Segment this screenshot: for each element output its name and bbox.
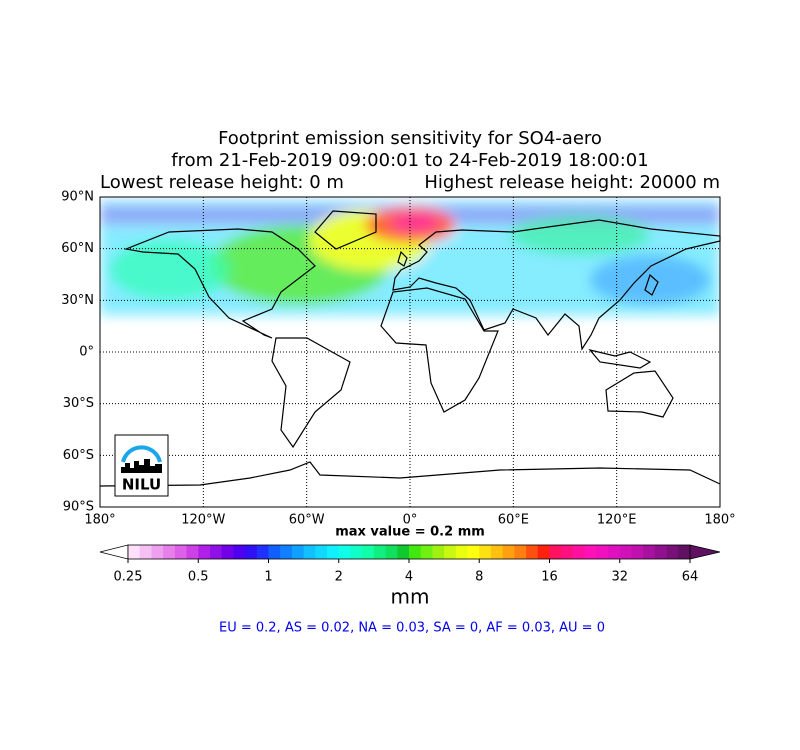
colorbar-segment	[455, 545, 469, 559]
colorbar-segment	[444, 545, 457, 559]
colorbar-segment	[479, 545, 492, 559]
colorbar-label: mm	[391, 585, 430, 609]
lat-label: 0°	[79, 345, 94, 360]
lat-label: 60°N	[61, 241, 94, 256]
colorbar-segment	[174, 545, 188, 559]
subtitle: from 21-Feb-2019 09:00:01 to 24-Feb-2019…	[171, 150, 648, 171]
colorbar-tick-label: 64	[682, 570, 699, 585]
colorbar-segment	[291, 545, 305, 559]
lon-label: 120°W	[181, 513, 225, 528]
colorbar-segment	[350, 545, 363, 559]
colorbar: 0.25 0.5 1 2 4 8 16 32 64	[99, 544, 721, 585]
colorbar-tick-label: 4	[405, 570, 413, 585]
logo-skyline	[121, 459, 162, 473]
colorbar-segment	[467, 545, 480, 559]
colorbar-segment	[654, 545, 668, 559]
colorbar-segment	[584, 545, 597, 559]
colorbar-segment	[514, 545, 527, 559]
colorbar-segment	[397, 545, 410, 559]
colorbar-segment	[666, 545, 679, 559]
colorbar-segment	[139, 545, 152, 559]
colorbar-segment	[373, 545, 387, 559]
colorbar-segment	[151, 545, 164, 559]
colorbar-segment	[678, 545, 691, 559]
colorbar-segment	[409, 545, 422, 559]
graticule	[100, 197, 720, 507]
colorbar-segment	[526, 545, 539, 559]
colorbar-tick-label: 0.5	[188, 570, 209, 585]
colorbar-segment	[619, 545, 632, 559]
colorbar-segment	[186, 545, 199, 559]
colorbar-segment	[268, 545, 281, 559]
colorbar-segment	[128, 545, 141, 559]
colorbar-segment	[233, 545, 246, 559]
colorbar-segment	[490, 545, 504, 559]
lat-label: 90°S	[63, 500, 94, 515]
colorbar-segment	[502, 545, 515, 559]
lon-label: 180°	[84, 513, 115, 528]
colorbar-segment	[549, 545, 562, 559]
colorbar-over	[689, 544, 721, 560]
lat-label: 60°S	[63, 448, 94, 463]
colorbar-segment	[385, 545, 398, 559]
logo: NILU	[114, 434, 169, 497]
coastlines	[99, 210, 721, 487]
colorbar-segment	[432, 545, 445, 559]
colorbar-tick-label: 16	[541, 570, 558, 585]
colorbar-tick-label: 2	[335, 570, 343, 585]
colorbar-segment	[163, 545, 176, 559]
colorbar-segment	[303, 545, 316, 559]
colorbar-segment	[596, 545, 609, 559]
colorbar-segment	[327, 545, 340, 559]
release-low: Lowest release height: 0 m	[100, 172, 344, 193]
colorbar-tick-label: 8	[475, 570, 483, 585]
colorbar-tick-label: 0.25	[114, 570, 143, 585]
release-high: Highest release height: 20000 m	[424, 172, 720, 193]
colorbar-tick-label: 32	[611, 570, 628, 585]
colorbar-segment	[643, 545, 656, 559]
map-frame	[99, 196, 721, 508]
lon-label: 60°E	[498, 513, 529, 528]
colorbar-segment	[338, 545, 351, 559]
colorbar-segment	[631, 545, 644, 559]
colorbar-segment	[198, 545, 211, 559]
colorbar-segment	[280, 545, 293, 559]
lat-label: 30°N	[61, 293, 94, 308]
region-summary: EU = 0.2, AS = 0.02, NA = 0.03, SA = 0, …	[219, 621, 605, 636]
max-value: max value = 0.2 mm	[335, 525, 485, 540]
colorbar-segment	[420, 545, 433, 559]
colorbar-segment	[572, 545, 586, 559]
colorbar-under	[99, 544, 129, 560]
logo-arc	[121, 445, 162, 463]
colorbar-segment	[561, 545, 574, 559]
colorbar-segment	[209, 545, 223, 559]
colorbar-segment	[537, 545, 550, 559]
logo-text: NILU	[122, 476, 161, 494]
lon-label: 0°	[403, 513, 418, 528]
colorbar-segment	[608, 545, 621, 559]
title: Footprint emission sensitivity for SO4-a…	[218, 128, 602, 149]
lon-label: 120°E	[597, 513, 637, 528]
colorbar-segment	[256, 545, 269, 559]
lon-label: 60°W	[289, 513, 325, 528]
colorbar-segment	[315, 545, 328, 559]
lat-label: 90°N	[61, 190, 94, 205]
lat-label: 30°S	[63, 396, 94, 411]
colorbar-segment	[221, 545, 234, 559]
lon-label: 180°	[704, 513, 735, 528]
colorbar-segment	[245, 545, 258, 559]
colorbar-segment	[362, 545, 375, 559]
colorbar-tick-label: 1	[264, 570, 272, 585]
